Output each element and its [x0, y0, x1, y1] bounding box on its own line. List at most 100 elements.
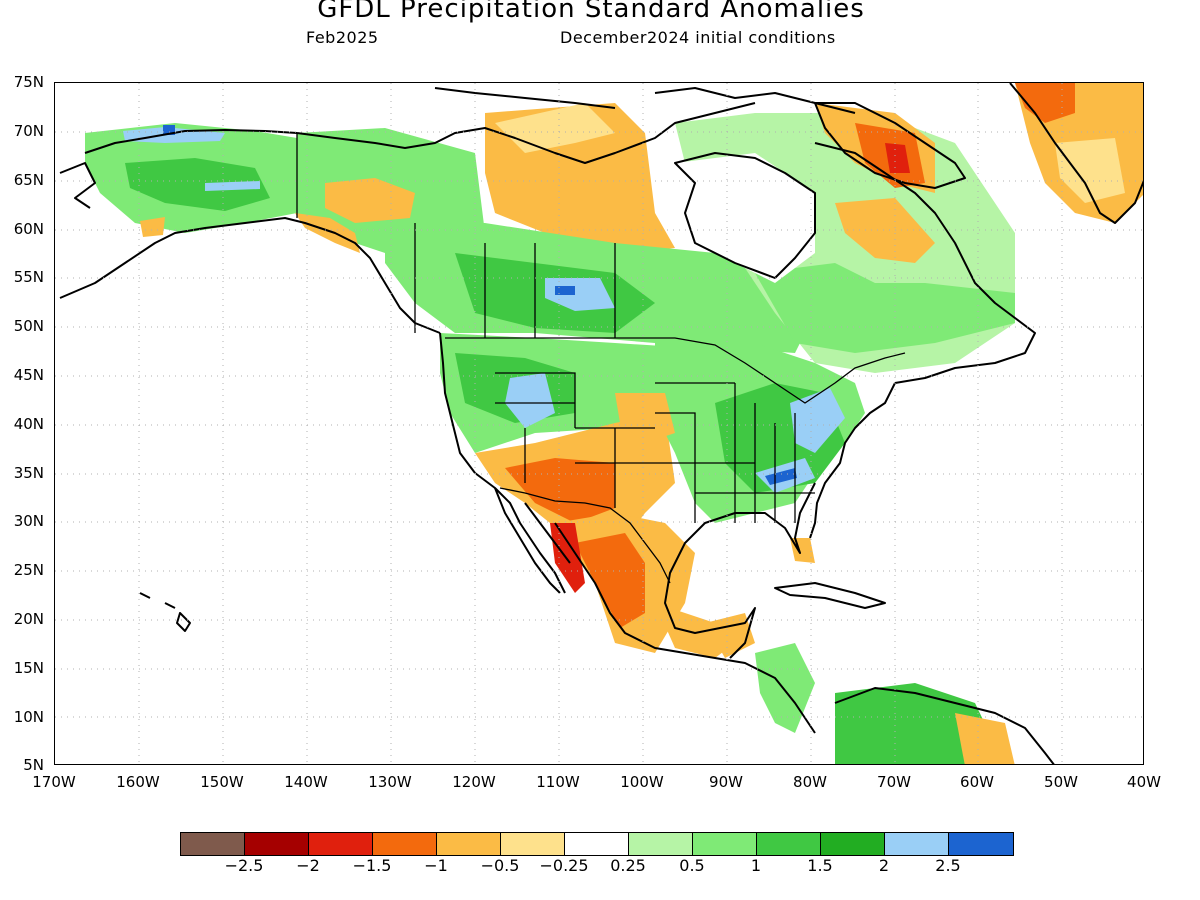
colorbar-label-7: 0.5 — [679, 856, 705, 875]
colorbar-swatch-9 — [757, 833, 821, 855]
appalachian-blue — [790, 388, 845, 453]
colorbar-swatch-8 — [693, 833, 757, 855]
colorbar-swatch-4 — [437, 833, 501, 855]
lat-label-75n: 75N — [13, 73, 44, 91]
us-west-coast — [439, 332, 566, 594]
lon-label-40w: 40W — [1127, 773, 1161, 791]
lon-label-120w: 120W — [452, 773, 496, 791]
yukon-dry — [325, 178, 415, 223]
baffin-coast — [814, 102, 966, 189]
alaska-south-dry — [140, 217, 165, 237]
lat-label-5n: 5N — [23, 756, 44, 774]
colorbar-label-2: −1.5 — [352, 856, 392, 875]
us-canada-border — [445, 337, 906, 404]
quebec-wet — [755, 263, 1015, 353]
colorbar-label-6: 0.25 — [610, 856, 646, 875]
labrador-dry — [835, 198, 935, 263]
alaska-very-wet-core — [125, 158, 270, 211]
colorbar-swatch-11 — [885, 833, 949, 855]
southern-mexico-dry — [655, 603, 735, 658]
lon-label-60w: 60W — [960, 773, 994, 791]
rockies-blue — [505, 373, 555, 428]
lon-label-100w: 100W — [620, 773, 664, 791]
south-america-coast — [834, 687, 1055, 764]
colorbar-label-10: 2 — [878, 856, 890, 875]
sinaloa-extreme-dry — [550, 523, 585, 593]
lat-label-70n: 70N — [13, 122, 44, 140]
colorbar-swatch-10 — [821, 833, 885, 855]
carolina-dark-blue — [765, 468, 797, 485]
lon-label-140w: 140W — [284, 773, 328, 791]
canada-arctic-coast — [296, 87, 856, 164]
lat-label-10n: 10N — [13, 708, 44, 726]
lon-label-110w: 110W — [536, 773, 580, 791]
lat-label-15n: 15N — [13, 659, 44, 677]
colorbar-label-4: −0.5 — [480, 856, 520, 875]
colorbar-swatch-7 — [629, 833, 693, 855]
forecast-month: Feb2025 — [306, 28, 379, 47]
colorbar — [180, 832, 1014, 856]
lat-label-65n: 65N — [13, 171, 44, 189]
colorbar-label-0: −2.5 — [224, 856, 264, 875]
colorbar-label-3: −1 — [424, 856, 448, 875]
anomaly-fields — [85, 83, 1143, 764]
mexico-west-coast — [554, 522, 816, 734]
southwest-very-dry — [505, 458, 615, 523]
lat-label-25n: 25N — [13, 561, 44, 579]
bc-coast-dry — [295, 213, 360, 253]
colorbar-swatch-2 — [309, 833, 373, 855]
colorbar-swatch-12 — [949, 833, 1013, 855]
lon-label-130w: 130W — [368, 773, 412, 791]
lon-label-150w: 150W — [200, 773, 244, 791]
map-title: GFDL Precipitation Standard Anomalies — [317, 0, 865, 24]
great-plains-dry — [615, 393, 675, 443]
mexico-very-dry — [575, 533, 645, 628]
greenland-light — [1055, 138, 1125, 203]
colorbar-swatch-3 — [373, 833, 437, 855]
lon-label-50w: 50W — [1044, 773, 1078, 791]
lon-label-70w: 70W — [877, 773, 911, 791]
greenland-coast — [1009, 83, 1143, 224]
map-plot-area — [54, 82, 1144, 765]
us-east-coast — [809, 382, 896, 539]
baffin-red — [885, 143, 910, 173]
colorbar-swatch-5 — [501, 833, 565, 855]
colorbar-swatch-6 — [565, 833, 629, 855]
colorbar-swatch-1 — [245, 833, 309, 855]
lat-label-45n: 45N — [13, 366, 44, 384]
alaska-coast — [59, 129, 441, 334]
lon-label-170w: 170W — [32, 773, 76, 791]
lat-label-40n: 40N — [13, 415, 44, 433]
alaska-light-blue-2 — [205, 181, 260, 191]
saskatchewan-dark-blue — [555, 286, 575, 295]
colorbar-swatch-0 — [181, 833, 245, 855]
us-mexico-border — [499, 487, 671, 584]
colorbar-label-1: −2 — [296, 856, 320, 875]
lon-label-80w: 80W — [793, 773, 827, 791]
colorbar-label-8: 1 — [750, 856, 762, 875]
coastlines — [59, 83, 1143, 764]
lat-label-20n: 20N — [13, 610, 44, 628]
hawaii-coast — [139, 592, 191, 632]
gulf-coast — [664, 482, 816, 659]
anomaly-map — [55, 83, 1143, 764]
hudson-bay-coast — [674, 152, 816, 279]
lat-label-35n: 35N — [13, 464, 44, 482]
us-state-lines — [495, 372, 815, 523]
lat-label-30n: 30N — [13, 512, 44, 530]
lat-label-60n: 60N — [13, 220, 44, 238]
greenland-very-dry — [1015, 83, 1075, 123]
initial-conditions: December2024 initial conditions — [560, 28, 836, 47]
lat-label-50n: 50N — [13, 317, 44, 335]
arctic-dry-north — [495, 103, 615, 153]
lat-label-55n: 55N — [13, 268, 44, 286]
baja-coast — [494, 487, 571, 594]
lon-label-160w: 160W — [116, 773, 160, 791]
colorbar-label-9: 1.5 — [807, 856, 833, 875]
cuba-coast — [774, 582, 886, 609]
colorbar-label-11: 2.5 — [935, 856, 961, 875]
hudson-bay-water — [675, 153, 815, 283]
lon-label-90w: 90W — [709, 773, 743, 791]
venezuela-dry — [955, 713, 1015, 764]
colorbar-label-5: −0.25 — [539, 856, 589, 875]
